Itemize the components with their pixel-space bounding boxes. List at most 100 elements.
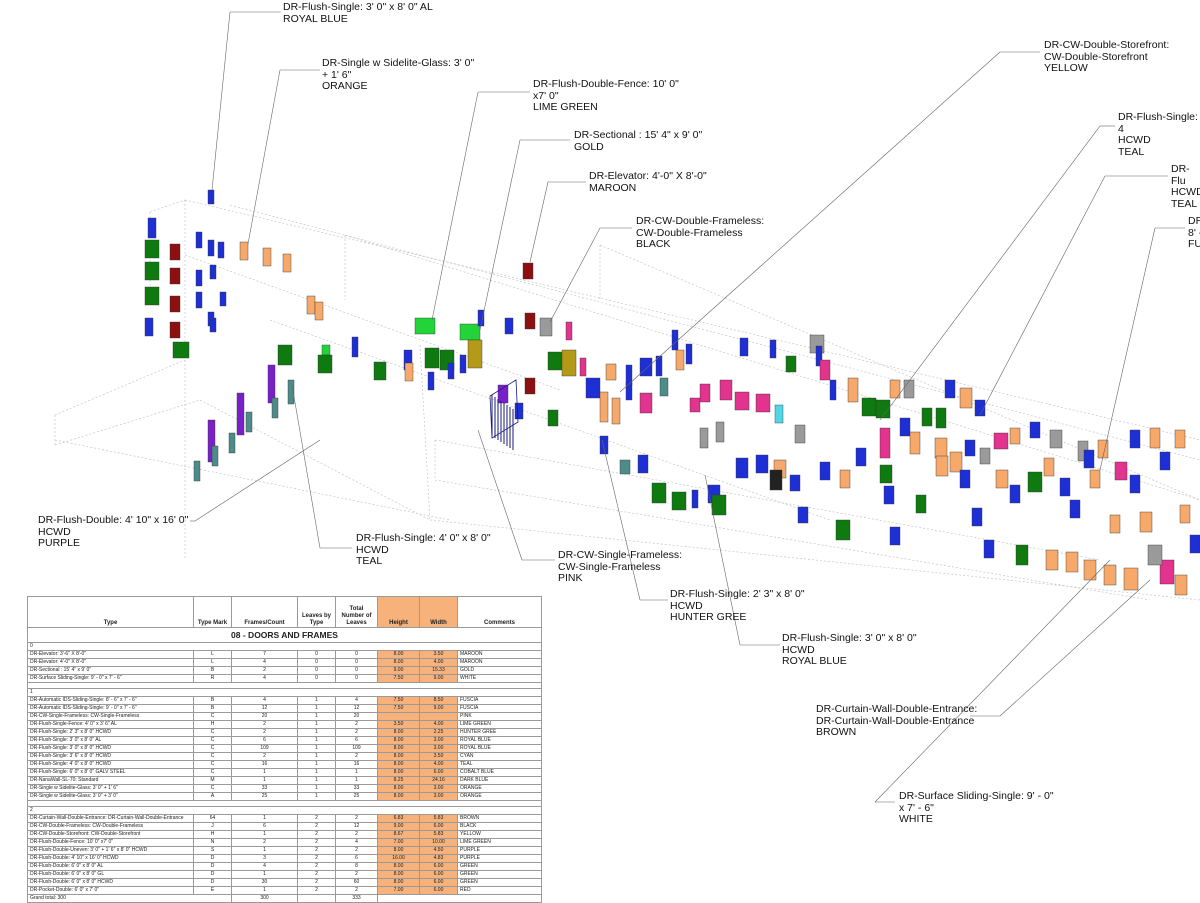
comments-cell: WHITE — [457, 674, 542, 683]
col-total-leaves: Total Number of Leaves — [335, 596, 378, 628]
door-royal-blue — [144, 317, 154, 337]
frames-count-cell: 1 — [231, 814, 298, 823]
door-teal — [659, 377, 669, 397]
total-leaves-cell: 8 — [335, 862, 378, 871]
total-leaves-cell: 12 — [335, 822, 378, 831]
door-purple — [207, 419, 216, 463]
door-royal-blue — [637, 454, 649, 474]
wire-edge — [149, 199, 186, 213]
wire-edge — [54, 399, 201, 446]
total-leaves-cell: 16 — [335, 760, 378, 769]
comments-cell: ROYAL BLUE — [457, 736, 542, 745]
leader-line — [1099, 227, 1156, 471]
schedule-row: DR-Single w Sidelite-Glass: 3' 0" + 1' 6… — [27, 784, 542, 793]
schedule-row: DR-Automatic IDS-Sliding-Single: 8' - 6"… — [27, 696, 542, 705]
type-mark-cell: A — [193, 792, 232, 801]
width-cell: 15.33 — [419, 666, 458, 675]
type-mark-cell: N — [193, 838, 232, 847]
door-model-diagram — [54, 11, 1200, 803]
door-royal-blue — [655, 355, 663, 377]
door-pink — [755, 393, 771, 413]
leaves-by-type-cell: 1 — [297, 712, 336, 721]
height-cell: 8.00 — [377, 736, 420, 745]
wire-edge — [54, 439, 451, 521]
comments-cell: ORANGE — [457, 784, 542, 793]
leaves-by-type-cell: 1 — [297, 704, 336, 713]
frames-count-cell: 2 — [231, 728, 298, 737]
frames-count-cell: 1 — [231, 776, 298, 785]
leader-line — [601, 439, 641, 601]
height-cell: 7.50 — [377, 696, 420, 705]
callout-flush-single-al-royal-blue: DR-Flush-Single: 3' 0" x 8' 0" AL ROYAL … — [283, 1, 433, 25]
wire-edge — [184, 199, 1200, 441]
type-cell: DR-CW-Double-Frameless: CW-Double-Framel… — [27, 822, 194, 831]
width-cell: 8.50 — [419, 696, 458, 705]
comments-cell: ROYAL BLUE — [457, 744, 542, 753]
comments-cell: PURPLE — [457, 846, 542, 855]
wire-edge — [434, 439, 1101, 561]
frames-count-cell: 6 — [231, 736, 298, 745]
width-cell: 5.83 — [419, 830, 458, 839]
callout-cw-double-frameless-black: DR-CW-Double-Frameless: CW-Double-Framel… — [636, 215, 765, 250]
door-pink — [819, 359, 831, 381]
door-hunter-green — [671, 491, 687, 511]
door-teal — [271, 397, 279, 419]
callout-flush-double-fence-lime-green: DR-Flush-Double-Fence: 10' 0" x7' 0" LIM… — [533, 78, 679, 113]
door-hunter-green — [547, 409, 559, 427]
callout-flush-teal-b: DR-Flu HCWD TEAL — [1171, 163, 1200, 210]
door-royal-blue — [639, 357, 653, 377]
schedule-row: DR-Sectional : 15' 4" x 9' 0" B 2 0 0 9.00 15.… — [27, 666, 542, 675]
type-mark-cell: S — [193, 846, 232, 855]
schedule-row: DR-Flush-Single: 6' 0" x 8' 0" GALV STEE… — [27, 768, 542, 777]
height-cell: 8.25 — [377, 776, 420, 785]
door-royal-blue — [427, 371, 435, 391]
door-royal-blue — [217, 241, 225, 259]
width-cell: 6.00 — [419, 768, 458, 777]
total-leaves-cell: 0 — [335, 666, 378, 675]
door-royal-blue — [883, 485, 895, 505]
door-royal-blue — [1069, 499, 1081, 519]
height-cell: 3.50 — [377, 720, 420, 729]
door-hunter-green — [915, 494, 927, 514]
frames-count-cell: 25 — [231, 792, 298, 801]
height-cell: 7.00 — [377, 886, 420, 895]
door-lime-green — [459, 323, 481, 341]
door-royal-blue — [815, 345, 823, 367]
leaves-by-type-cell: 1 — [297, 776, 336, 785]
width-cell: 4.00 — [419, 658, 458, 667]
type-mark-cell: 64 — [193, 814, 232, 823]
comments-cell: GREEN — [457, 870, 542, 879]
door-cyan — [774, 404, 784, 424]
type-cell: DR-Curtain-Wall-Double-Entrance: DR-Curt… — [27, 814, 194, 823]
door-royal-blue — [974, 399, 986, 417]
leaves-by-type-cell: 1 — [297, 792, 336, 801]
type-cell: DR-Single w Sidelite-Glass: 3' 0" + 3' 0… — [27, 792, 194, 801]
door-hunter-green — [835, 519, 851, 541]
grand-total-row: Grand total: 300 300 333 — [27, 894, 542, 903]
door-pink — [565, 321, 573, 341]
leaves-by-type-cell: 1 — [297, 720, 336, 729]
col-type: Type — [27, 596, 194, 628]
schedule-group-row: 1 — [27, 688, 542, 697]
width-cell: 6.00 — [419, 878, 458, 887]
wire-edge — [229, 204, 1200, 461]
leaves-by-type-cell: 2 — [297, 814, 336, 823]
door-hunter-green — [785, 355, 797, 373]
door-maroon — [524, 312, 536, 330]
schedule-row: DR-Flush-Double-Fence: 10' 0" x7' 0" N 2 2 4… — [27, 838, 542, 847]
type-mark-cell: C — [193, 712, 232, 721]
total-leaves-cell: 20 — [335, 712, 378, 721]
leaves-by-type-cell: 0 — [297, 666, 336, 675]
leaves-by-type-cell: 2 — [297, 878, 336, 887]
door-royal-blue — [1059, 477, 1071, 497]
height-cell: 9.00 — [377, 822, 420, 831]
door-royal-blue — [585, 377, 601, 399]
col-type-mark: Type Mark — [193, 596, 232, 628]
height-cell: 8.00 — [377, 784, 420, 793]
door-royal-blue — [959, 469, 971, 489]
door-orange — [1083, 559, 1097, 581]
door-royal-blue — [889, 526, 901, 546]
door-royal-blue — [819, 461, 831, 481]
leaves-by-type-cell: 1 — [297, 752, 336, 761]
col-comments: Comments — [457, 596, 542, 628]
